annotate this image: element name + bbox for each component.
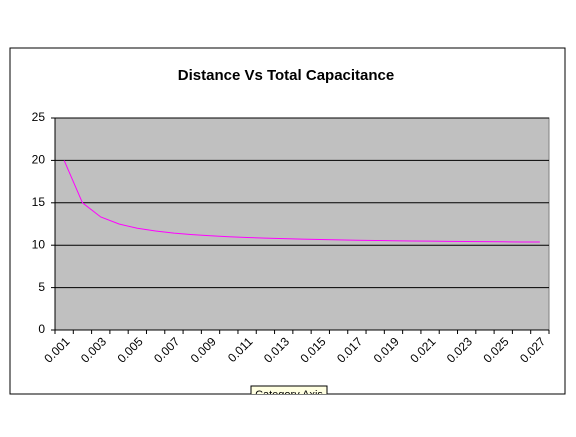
data-line bbox=[63, 160, 540, 243]
tooltip: Category Axis bbox=[250, 385, 328, 401]
tooltip-box bbox=[250, 385, 328, 394]
tooltip-text: Category Axis bbox=[255, 389, 323, 401]
y-tick-label: 25 bbox=[32, 110, 46, 124]
y-tick-label: 5 bbox=[38, 280, 45, 294]
y-tick-label: 20 bbox=[32, 153, 46, 167]
y-tick-label: 0 bbox=[38, 322, 45, 336]
chart-title: Distance Vs Total Capacitance bbox=[178, 67, 394, 84]
plot-area bbox=[54, 117, 550, 331]
y-tick-label: 15 bbox=[32, 195, 46, 209]
y-tick-label: 10 bbox=[32, 237, 46, 251]
